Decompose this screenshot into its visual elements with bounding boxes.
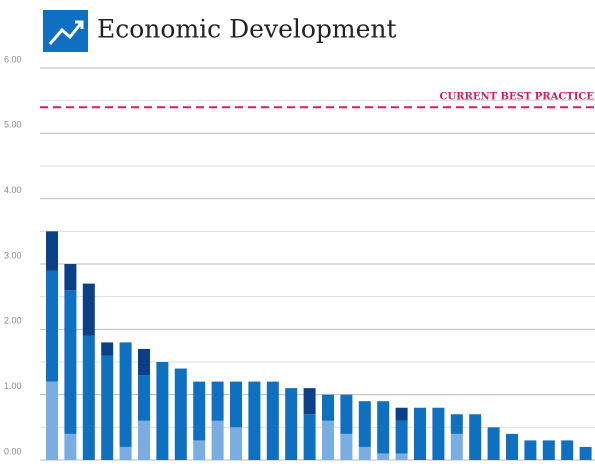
bar-segment <box>174 368 187 460</box>
bar-segment <box>138 348 150 376</box>
bar-segment <box>266 381 279 460</box>
bar-segment <box>322 420 334 460</box>
y-tick-label: 5.00 <box>4 120 22 130</box>
bar-segment <box>358 401 371 447</box>
bar-segment <box>64 264 77 291</box>
bar-segment <box>506 433 518 460</box>
bar-segment <box>450 433 463 460</box>
bar-segment <box>193 381 206 441</box>
bar-segment <box>432 407 445 460</box>
bar-segment <box>322 394 334 421</box>
bar-segment <box>395 453 408 460</box>
bar-segment <box>156 362 169 460</box>
bar-segment <box>377 401 390 454</box>
bar-segment <box>395 407 408 421</box>
bar-segment <box>46 231 58 271</box>
bar-segment <box>46 270 58 382</box>
y-tick-label: 4.00 <box>4 185 22 195</box>
title-icon <box>43 10 88 52</box>
bar-segment <box>46 381 58 460</box>
bar-segment <box>82 335 95 460</box>
bar-segment <box>119 446 132 460</box>
y-tick-label: 2.00 <box>4 316 22 326</box>
bar-segment <box>469 414 482 460</box>
bar-segment <box>138 375 150 421</box>
bar-segment <box>230 427 242 460</box>
bar-segment <box>119 342 132 447</box>
bar-segment <box>524 440 537 460</box>
y-tick-label: 6.00 <box>4 54 22 64</box>
bar-segment <box>82 283 95 336</box>
bar-segment <box>561 440 574 460</box>
bar-segment <box>340 394 353 434</box>
bar-segment <box>395 420 408 454</box>
bar-segment <box>101 342 114 356</box>
bar-segment <box>64 433 77 460</box>
bar-segment <box>138 420 150 460</box>
bar-segment <box>193 440 206 460</box>
bar-segment <box>579 446 592 460</box>
chart-title: Economic Development <box>97 15 397 44</box>
bar-segment <box>64 290 77 434</box>
bar-segment <box>248 381 261 460</box>
bar-segment <box>211 420 224 460</box>
bar-segment <box>230 381 242 428</box>
bar-segment <box>414 407 426 460</box>
bar-segment <box>211 381 224 421</box>
bar-segment <box>303 388 316 415</box>
bar-segment <box>358 446 371 460</box>
y-tick-label: 1.00 <box>4 381 22 391</box>
bar-segment <box>303 414 316 460</box>
bar-segment <box>377 453 390 460</box>
y-tick-label: 0.00 <box>4 446 22 456</box>
bar-segment <box>340 433 353 460</box>
reference-label: CURRENT BEST PRACTICE <box>440 92 595 103</box>
bar-segment <box>101 355 114 460</box>
y-tick-label: 3.00 <box>4 250 22 260</box>
bar-segment <box>285 388 298 460</box>
bar-segment <box>487 427 500 460</box>
bar-segment <box>450 414 463 434</box>
bar-segment <box>542 440 555 460</box>
